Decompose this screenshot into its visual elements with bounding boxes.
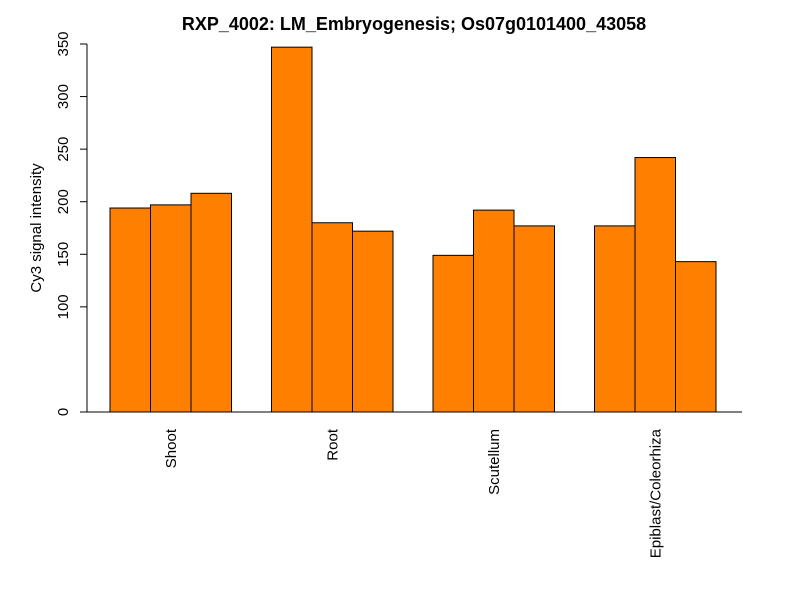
bar-epiblast-coleorhiza-2 <box>634 157 676 413</box>
chart-title: RXP_4002: LM_Embryogenesis; Os07g0101400… <box>182 14 646 34</box>
bar-epiblast-coleorhiza-3 <box>675 261 717 413</box>
bar-root-3 <box>352 230 394 413</box>
bars-layer <box>109 46 717 413</box>
y-tick-label: 200 <box>55 189 72 214</box>
bar-scutellum-3 <box>513 225 555 413</box>
x-category-label: Scutellum <box>486 429 503 495</box>
y-tick-label: 0 <box>55 408 72 416</box>
bar-root-2 <box>311 222 353 413</box>
x-category-label: Root <box>324 428 341 461</box>
bar-epiblast-coleorhiza-1 <box>594 225 636 413</box>
bar-scutellum-1 <box>432 254 474 413</box>
bar-scutellum-2 <box>473 209 515 413</box>
x-axis-labels: Shoot Root Scutellum Epiblast/Coleorhiza <box>163 428 665 558</box>
x-category-label: Shoot <box>163 428 180 468</box>
y-tick-label: 250 <box>55 137 72 162</box>
bar-shoot-1 <box>109 207 151 413</box>
x-category-label: Epiblast/Coleorhiza <box>647 428 664 558</box>
y-axis-label: Cy3 signal intensity <box>28 163 45 293</box>
y-tick-label: 150 <box>55 242 72 267</box>
bar-shoot-2 <box>150 204 192 413</box>
y-tick-label: 300 <box>55 84 72 109</box>
y-axis: 0 100 150 200 250 300 350 <box>55 31 88 416</box>
bar-root-1 <box>271 46 313 413</box>
bar-shoot-3 <box>190 192 232 413</box>
y-tick-label: 100 <box>55 294 72 319</box>
y-tick-label: 350 <box>55 31 72 56</box>
